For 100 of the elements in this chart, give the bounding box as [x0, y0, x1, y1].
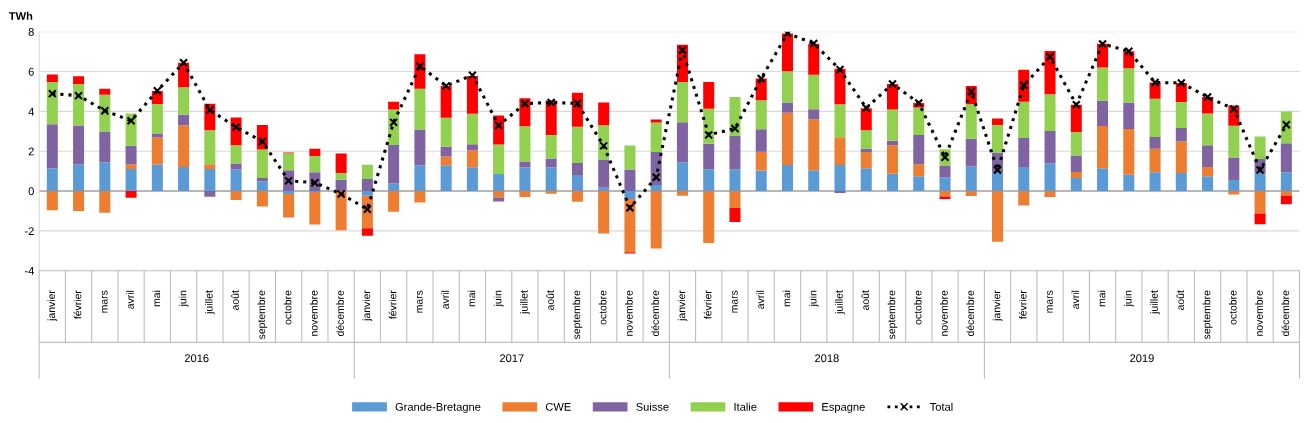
bar: [939, 165, 951, 178]
bar: [781, 112, 793, 165]
bar: [1228, 180, 1240, 192]
bar: [440, 156, 452, 166]
x-tick-label: février: [388, 290, 397, 319]
bar: [73, 164, 85, 192]
x-tick-label: août: [546, 290, 554, 310]
bar: [1280, 172, 1292, 192]
bar: [283, 153, 295, 171]
bar: [466, 167, 478, 192]
x-tick-label: mai: [782, 290, 791, 307]
x-tick-label: janvier: [47, 290, 58, 322]
bar: [913, 164, 925, 177]
bar: [204, 168, 216, 192]
bar: [46, 191, 58, 211]
bar: [178, 125, 190, 167]
point: [677, 45, 687, 55]
x-tick-label: septembre: [572, 290, 583, 340]
bar: [99, 191, 111, 213]
bar: [703, 191, 715, 244]
bar: [1018, 138, 1030, 167]
bar: [178, 87, 190, 115]
bar: [939, 177, 951, 192]
bar: [204, 164, 216, 169]
y-tick-label: -4: [24, 267, 34, 275]
legend-label: Grande-Bretagne: [395, 402, 481, 413]
bar: [1280, 195, 1292, 205]
bar: [125, 191, 137, 198]
point: [1229, 104, 1239, 114]
x-tick-label: juin: [493, 290, 504, 307]
x-tick-label: février: [1018, 290, 1027, 319]
bar: [1097, 125, 1109, 169]
bar: [860, 130, 872, 149]
bar: [1018, 191, 1030, 206]
point: [1045, 52, 1055, 62]
bar: [414, 165, 426, 192]
bar: [545, 158, 557, 168]
bar: [361, 228, 373, 236]
bar: [256, 181, 268, 192]
bar: [1149, 98, 1161, 137]
bar: [650, 122, 662, 153]
x-tick-label: décembre: [336, 290, 344, 337]
bar: [1123, 174, 1135, 192]
bar: [1175, 141, 1187, 173]
bar: [1202, 145, 1214, 167]
y-tick-label: 8: [28, 27, 34, 36]
bar: [992, 124, 1004, 153]
bar: [309, 148, 321, 156]
bar: [545, 191, 557, 194]
x-tick-label: octobre: [913, 290, 922, 325]
bar: [624, 169, 636, 192]
legend-label: Suisse: [636, 402, 669, 411]
y-tick-label: 2: [28, 147, 34, 156]
bar: [204, 191, 216, 197]
bar: [676, 191, 688, 196]
x-tick-label: septembre: [257, 290, 268, 340]
bar: [886, 173, 899, 192]
point: [835, 65, 845, 75]
bar: [834, 137, 846, 165]
bar: [99, 131, 111, 163]
bar: [388, 183, 400, 192]
bar: [992, 191, 1004, 242]
x-tick-label: août: [1176, 290, 1185, 310]
bar: [1149, 136, 1161, 149]
bar: [46, 124, 58, 169]
bar: [1254, 213, 1266, 225]
bar: [466, 144, 478, 151]
point: [1176, 78, 1186, 88]
bar: [755, 151, 767, 171]
bar: [440, 117, 452, 147]
bar: [676, 82, 688, 123]
bar: [624, 145, 636, 170]
bar: [519, 191, 531, 198]
bar: [729, 169, 741, 192]
x-tick-label: décembre: [1281, 290, 1290, 337]
bar: [650, 191, 662, 249]
text: 2016: [184, 354, 209, 363]
x-tick-label: décembre: [966, 290, 975, 337]
bar: [545, 167, 557, 192]
bar: [230, 191, 242, 201]
y-tick-label: 4: [28, 107, 34, 116]
bar: [73, 125, 85, 165]
bar: [886, 140, 899, 146]
x-tick-label: novembre: [940, 290, 948, 336]
bar: [1202, 176, 1214, 192]
bar: [388, 191, 400, 212]
x-tick-label: juillet: [1150, 290, 1160, 315]
point: [1098, 39, 1108, 49]
bar: [256, 149, 268, 178]
point: [336, 189, 346, 199]
bar: [913, 107, 925, 135]
bar: [939, 191, 951, 197]
point: [1150, 78, 1160, 88]
bar: [755, 100, 767, 130]
bar: [913, 134, 925, 165]
bar: [178, 166, 190, 192]
bar: [1018, 101, 1030, 139]
bar: [519, 126, 531, 162]
bar: [46, 168, 58, 192]
bar: [125, 145, 137, 165]
